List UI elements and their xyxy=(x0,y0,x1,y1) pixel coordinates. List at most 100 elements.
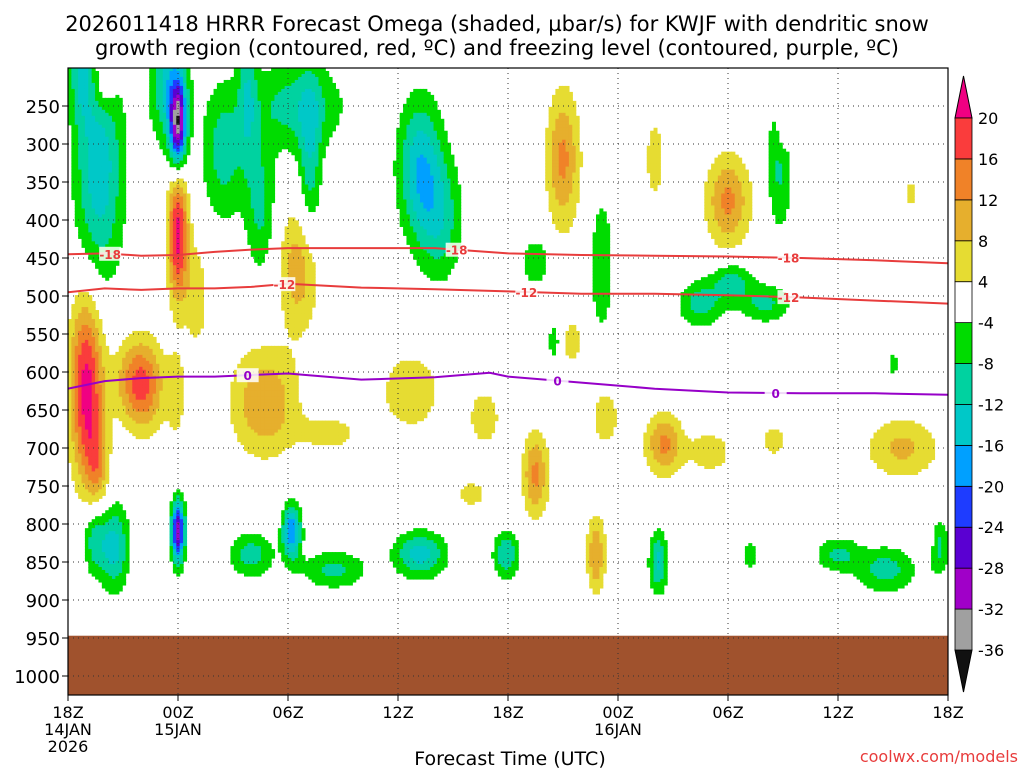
omega-cell xyxy=(74,103,79,108)
omega-cell xyxy=(81,145,86,150)
omega-cell xyxy=(179,68,184,72)
omega-cell xyxy=(169,378,174,383)
omega-cell xyxy=(172,121,177,126)
omega-cell xyxy=(186,94,191,99)
omega-cell xyxy=(98,130,103,135)
omega-cell xyxy=(105,453,110,458)
omega-cell xyxy=(149,429,154,434)
omega-cell xyxy=(186,88,191,93)
omega-cell xyxy=(172,540,177,544)
omega-cell xyxy=(189,85,194,90)
omega-cell xyxy=(91,235,96,239)
omega-cell xyxy=(233,157,238,162)
omega-cell xyxy=(74,426,79,431)
omega-cell xyxy=(98,441,103,446)
omega-cell xyxy=(84,121,89,126)
omega-cell xyxy=(233,555,238,559)
omega-cell xyxy=(210,160,215,165)
omega-cell xyxy=(95,564,100,568)
omega-cell xyxy=(105,528,110,532)
omega-cell xyxy=(84,157,89,162)
omega-cell xyxy=(122,124,127,129)
omega-cell xyxy=(91,486,96,490)
omega-cell xyxy=(74,142,79,147)
omega-cell xyxy=(105,375,110,380)
omega-cell xyxy=(145,423,150,428)
omega-cell xyxy=(78,118,83,123)
omega-cell xyxy=(108,151,113,156)
omega-cell xyxy=(112,115,116,120)
omega-cell xyxy=(166,70,171,75)
omega-cell xyxy=(101,121,106,126)
omega-cell xyxy=(78,109,83,114)
omega-cell xyxy=(71,327,76,332)
omega-cell xyxy=(156,103,160,108)
omega-cell xyxy=(95,558,100,562)
omega-cell xyxy=(108,241,113,245)
omega-cell xyxy=(159,82,164,87)
omega-cell xyxy=(172,112,177,117)
omega-cell xyxy=(108,390,113,395)
omega-cell xyxy=(244,354,248,359)
omega-cell xyxy=(112,202,116,207)
omega-cell xyxy=(179,223,184,227)
omega-cell xyxy=(95,495,100,499)
omega-cell xyxy=(247,127,252,132)
omega-cell xyxy=(176,558,181,562)
omega-cell xyxy=(176,139,181,144)
omega-cell xyxy=(101,405,106,410)
omega-cell xyxy=(189,109,194,114)
omega-cell xyxy=(223,145,228,150)
omega-cell xyxy=(183,76,188,81)
omega-cell xyxy=(112,106,116,111)
omega-cell xyxy=(128,414,133,419)
omega-cell xyxy=(81,184,86,189)
omega-cell xyxy=(135,384,140,389)
omega-cell xyxy=(169,250,174,254)
omega-cell xyxy=(244,109,248,114)
omega-cell xyxy=(118,103,123,108)
omega-cell xyxy=(227,199,232,204)
omega-cell xyxy=(91,229,96,233)
omega-cell xyxy=(152,73,157,78)
omega-cell xyxy=(81,163,86,168)
omega-cell xyxy=(88,73,93,78)
omega-cell xyxy=(101,118,106,123)
omega-cell xyxy=(230,151,235,156)
omega-cell xyxy=(142,402,147,407)
omega-cell xyxy=(74,411,79,416)
omega-cell xyxy=(71,330,76,335)
omega-cell xyxy=(84,175,89,180)
omega-cell xyxy=(105,118,110,123)
omega-cell xyxy=(139,372,144,377)
omega-cell xyxy=(105,584,110,589)
omega-cell xyxy=(84,250,89,254)
omega-cell xyxy=(91,130,96,135)
omega-cell xyxy=(247,190,252,195)
omega-cell xyxy=(78,489,83,493)
omega-cell xyxy=(115,357,120,362)
omega-cell xyxy=(247,118,252,123)
omega-cell xyxy=(91,465,96,469)
omega-cell xyxy=(247,133,252,138)
omega-cell xyxy=(98,546,103,550)
omega-cell xyxy=(88,82,93,87)
omega-cell xyxy=(179,187,184,192)
omega-cell xyxy=(216,211,221,216)
omega-cell xyxy=(101,193,106,198)
omega-cell xyxy=(84,483,89,487)
omega-cell xyxy=(74,157,79,162)
omega-cell xyxy=(139,354,144,359)
omega-cell xyxy=(115,241,120,245)
omega-cell xyxy=(128,390,133,395)
omega-cell xyxy=(220,103,225,108)
omega-cell xyxy=(206,175,211,180)
omega-cell xyxy=(233,145,238,150)
omega-cell xyxy=(233,540,238,544)
omega-cell xyxy=(88,387,93,392)
omega-cell xyxy=(142,336,147,341)
omega-cell xyxy=(81,79,86,84)
omega-cell xyxy=(112,381,116,386)
omega-cell xyxy=(176,414,181,419)
omega-cell xyxy=(88,70,93,75)
